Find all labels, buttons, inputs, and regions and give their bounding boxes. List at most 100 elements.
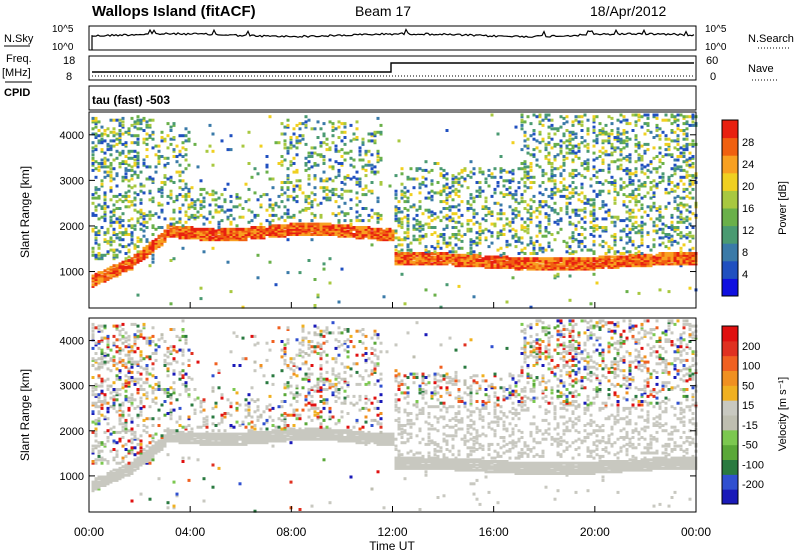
echo-cell [262,193,266,197]
echo-cell [571,158,575,162]
echo-cell [193,142,197,146]
echo-cell [634,174,638,178]
echo-cell [520,250,524,254]
echo-cell [592,234,596,238]
echo-cell [112,324,116,328]
echo-cell [259,144,263,148]
echo-cell [262,233,266,236]
echo-cell [601,245,605,249]
echo-cell [292,187,296,191]
echo-cell [520,177,524,181]
echo-cell [457,284,461,288]
echo-cell [181,353,185,357]
echo-cell [406,175,410,179]
echo-cell [580,174,584,178]
echo-cell [133,172,137,176]
echo-cell [277,233,281,236]
echo-cell [124,448,128,451]
echo-cell [412,217,416,221]
echo-cell [517,201,521,205]
echo-cell [451,184,455,188]
echo-cell [475,260,479,264]
echo-cell [118,134,122,138]
echo-cell [100,442,104,446]
echo-cell [535,215,539,219]
echo-cell [184,372,188,376]
echo-cell [592,174,596,178]
echo-cell [658,255,662,259]
echo-cell [523,207,527,210]
echo-cell [604,226,608,229]
echo-cell [313,227,317,231]
echo-cell [547,179,551,183]
echo-cell [451,217,455,221]
echo-cell [436,191,440,195]
echo-cell [415,168,419,172]
echo-cell [472,255,476,259]
echo-cell [217,220,221,224]
echo-cell [622,193,626,197]
echo-cell [571,252,575,255]
echo-cell [130,360,134,364]
echo-cell [187,434,191,438]
echo-cell [691,142,695,146]
echo-cell [346,231,350,235]
echo-cell [169,417,173,421]
echo-cell [490,262,494,266]
echo-cell [94,116,98,120]
echo-cell [133,350,137,354]
echo-cell [331,231,335,235]
echo-cell [91,329,95,333]
echo-cell [130,376,134,379]
echo-cell [592,130,596,134]
echo-cell [118,406,122,410]
echo-cell [136,174,140,178]
echo-cell [520,260,524,264]
echo-cell [127,127,131,131]
echo-cell [112,158,116,162]
echo-cell [259,229,263,233]
echo-cell [163,364,167,367]
echo-cell [178,207,182,210]
echo-cell [343,234,347,238]
echo-cell [181,334,185,338]
echo-cell [340,224,344,228]
echo-cell [529,205,533,209]
echo-cell [127,163,131,167]
echo-cell [646,253,650,257]
echo-cell [97,203,101,207]
echo-cell [94,233,98,236]
echo-cell [115,149,119,153]
echo-cell [322,158,326,162]
echo-cell [112,220,116,224]
echo-cell [151,374,155,378]
echo-cell [667,236,671,240]
echo-cell [454,175,458,179]
echo-cell [625,259,629,262]
echo-cell [568,220,572,224]
echo-cell [157,448,161,451]
echo-cell [532,137,536,141]
echo-cell [142,118,146,122]
echo-cell [310,227,314,231]
echo-cell [688,260,692,264]
echo-cell [130,451,134,455]
echo-cell [466,260,470,264]
echo-cell [439,233,443,236]
echo-cell [100,350,104,354]
echo-cell [280,122,284,126]
echo-cell [613,184,617,188]
echo-cell [172,408,176,412]
echo-cell [247,231,251,235]
echo-cell [619,132,623,136]
echo-cell [649,205,653,209]
echo-cell [130,362,134,366]
echo-cell [655,186,659,190]
echo-cell [178,233,182,236]
echo-cell [637,245,641,249]
echo-cell [325,227,329,231]
echo-cell [550,265,554,269]
echo-cell [118,393,122,397]
echo-cell [652,229,656,233]
echo-cell [652,220,656,224]
